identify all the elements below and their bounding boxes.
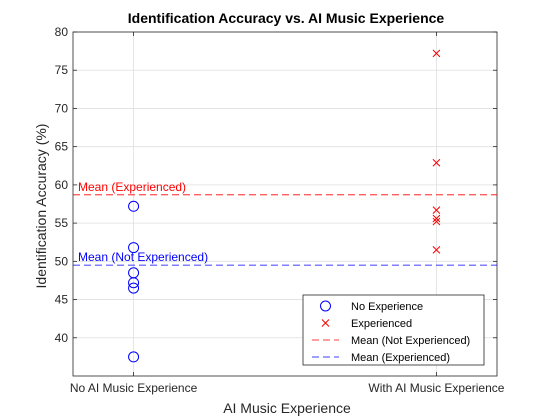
mean-line-label: Mean (Not Experienced): [78, 250, 208, 264]
legend-entry-label: Mean (Not Experienced): [351, 335, 470, 347]
x-tick-label: With AI Music Experience: [368, 381, 504, 395]
data-point-experienced: [432, 158, 441, 167]
chart-title: Identification Accuracy vs. AI Music Exp…: [128, 10, 445, 26]
y-tick-label: 40: [55, 331, 69, 345]
data-point-experienced: [432, 214, 441, 223]
legend-symbol-circle: [320, 300, 331, 312]
legend-entry-label: No Experience: [351, 301, 423, 313]
y-tick-label: 45: [55, 293, 69, 307]
y-tick-label: 75: [55, 63, 69, 77]
data-point-no-experience: [128, 277, 140, 289]
y-tick-label: 65: [55, 140, 69, 154]
data-point-experienced: [432, 246, 441, 254]
x-tick-label: No AI Music Experience: [70, 381, 198, 395]
plot-area: 40 45 50 55 60 65 70 75 80 No AI Music Experience…: [55, 25, 505, 395]
y-tick-label: 60: [55, 178, 69, 192]
y-axis-label: Identification Accuracy (%): [33, 124, 49, 289]
data-point-no-experience: [128, 242, 140, 254]
data-point-no-experience: [128, 351, 140, 363]
legend-box: [302, 294, 485, 366]
y-tick-label: 50: [55, 254, 69, 268]
y-tick-label: 80: [55, 25, 69, 39]
data-point-experienced: [432, 217, 441, 226]
y-tick-label: 55: [55, 216, 69, 230]
mean-line-label: Mean (Experienced): [78, 180, 186, 194]
y-tick-label: 70: [55, 101, 69, 115]
x-axis-label: AI Music Experience: [223, 400, 351, 416]
data-point-no-experience: [128, 282, 140, 294]
legend-entry-label: Experienced: [351, 318, 412, 330]
legend-symbol-x: [321, 319, 330, 327]
data-point-no-experience: [128, 200, 140, 212]
axes-box: [72, 31, 498, 377]
data-point-experienced: [432, 49, 441, 58]
data-point-experienced: [432, 206, 441, 214]
legend-entry-label: Mean (Experienced): [351, 352, 450, 364]
